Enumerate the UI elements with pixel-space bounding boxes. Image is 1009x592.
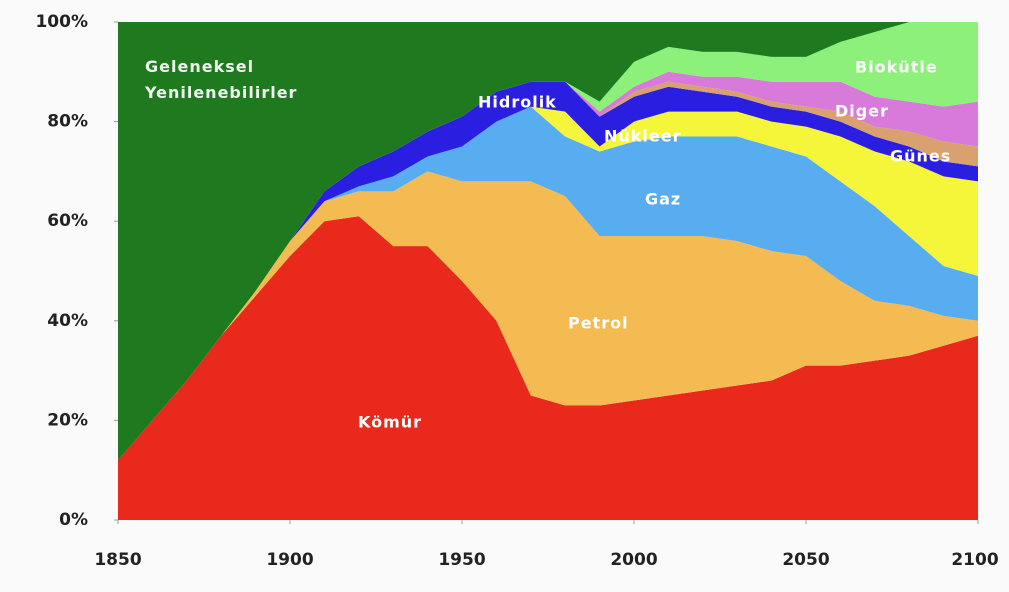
series-label: Nükleer — [604, 127, 682, 146]
area — [118, 171, 978, 461]
area — [118, 22, 978, 461]
area — [118, 106, 978, 461]
y-tick-label: 0% — [59, 510, 88, 530]
series-label: Petrol — [568, 314, 629, 333]
series-label: Diger — [835, 102, 889, 121]
series-label: Geleneksel Yenilenebilirler — [145, 57, 298, 102]
series-label: Kömür — [358, 413, 422, 432]
series-label: Biokütle — [855, 58, 938, 77]
x-tick-label: 1850 — [94, 550, 141, 570]
area — [118, 71, 978, 461]
x-tick-label: 2100 — [951, 550, 998, 570]
y-tick-label: 60% — [47, 211, 88, 231]
series-label: Gaz — [645, 190, 681, 209]
x-tick-label: 1950 — [438, 550, 485, 570]
series-label: Günes — [890, 147, 951, 166]
x-tick-label: 2000 — [610, 550, 657, 570]
y-tick-label: 80% — [47, 112, 88, 132]
area — [118, 216, 978, 520]
x-tick-label: 1900 — [266, 550, 313, 570]
y-tick-label: 100% — [35, 12, 88, 32]
area — [118, 22, 978, 461]
series-label: Hidrolik — [478, 93, 557, 112]
y-tick-label: 20% — [47, 410, 88, 430]
y-tick-label: 40% — [47, 311, 88, 331]
x-tick-label: 2050 — [782, 550, 829, 570]
